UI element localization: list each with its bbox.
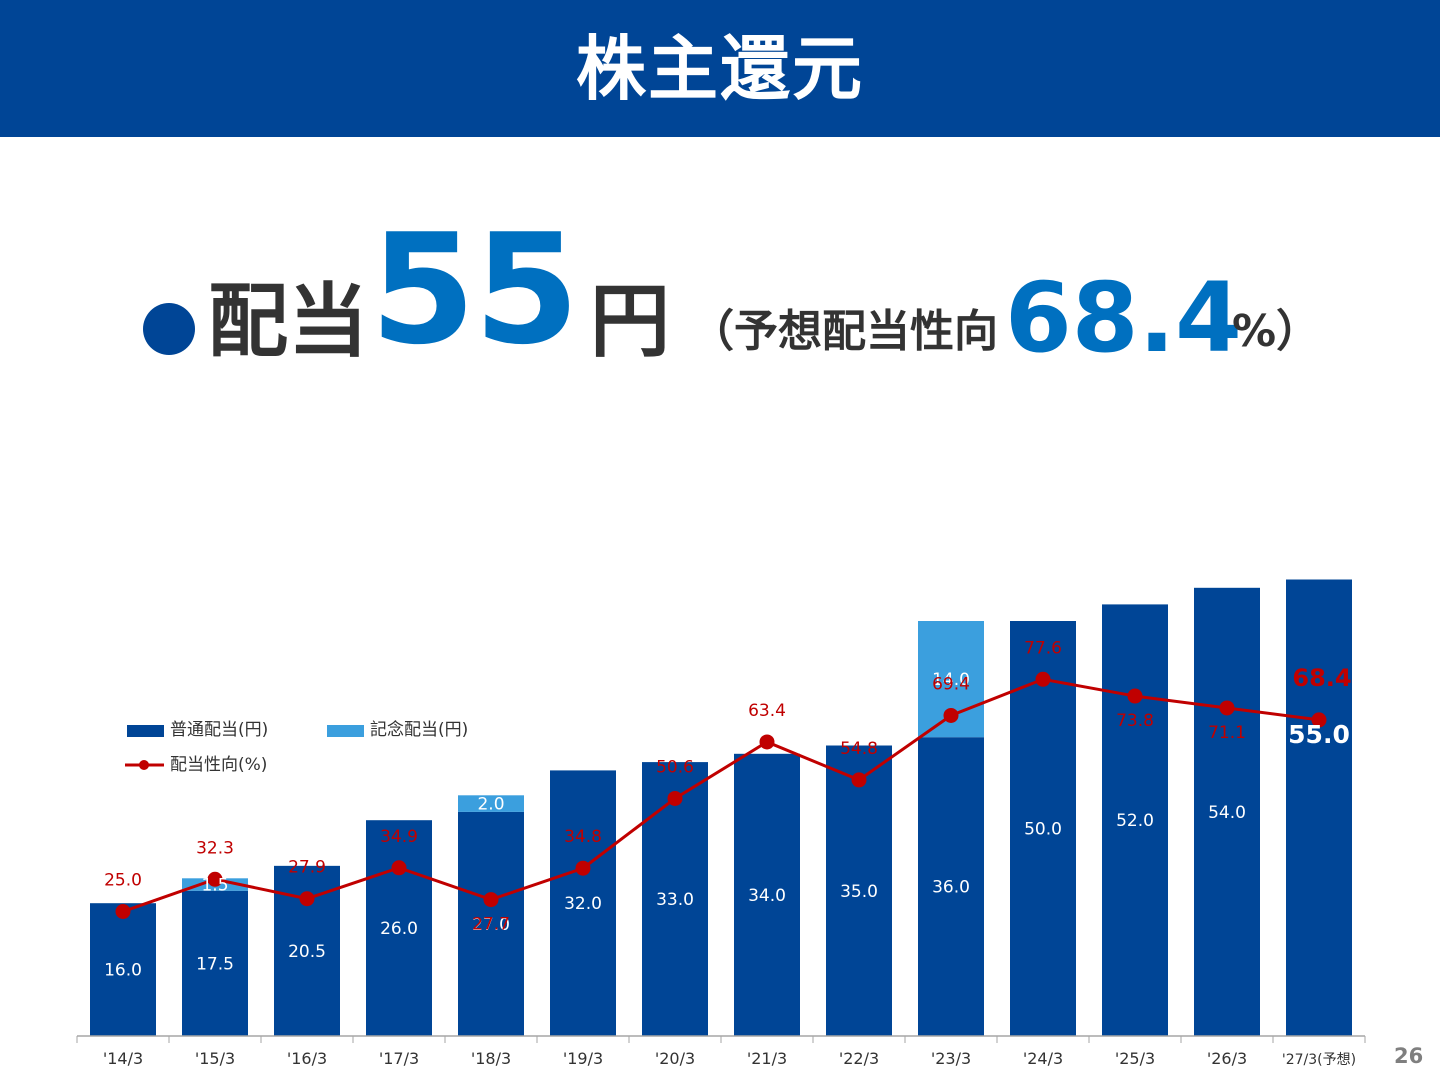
payout-suffix: %） (1232, 306, 1321, 357)
ordinary-value-label: 36.0 (932, 878, 970, 898)
ordinary-value-label: 33.0 (656, 890, 694, 910)
ordinary-dividend-bar (182, 890, 248, 1036)
payout-ratio-label: 50.6 (656, 757, 694, 777)
payout-prefix: （予想配当性向 (690, 306, 998, 357)
data-label-layer: 16.0 1.5 17.5 20.5 26.0 2.0 27.0 32.0 33.0 34.0 35… (104, 638, 1352, 980)
x-tick-label: '19/3 (563, 1049, 603, 1068)
ordinary-value-label: 55.0 (1288, 720, 1350, 749)
ordinary-value-label: 52.0 (1116, 811, 1154, 831)
payout-ratio-label: 69.4 (932, 674, 970, 694)
x-tick-label: '22/3 (839, 1049, 879, 1068)
x-tick-label: '25/3 (1115, 1049, 1155, 1068)
payout-ratio-label: 25.0 (104, 871, 142, 891)
payout-ratio-label: 27.7 (472, 915, 510, 935)
legend-payout-label: 配当性向(%) (170, 755, 267, 775)
page-title: 株主還元 (576, 27, 864, 110)
payout-ratio-label: 68.4 (1292, 664, 1351, 692)
commemorative-value-label: 2.0 (477, 795, 504, 815)
dividend-unit: 円 (590, 275, 670, 368)
ordinary-value-label: 17.5 (196, 954, 234, 974)
ordinary-dividend-bar (826, 745, 892, 1036)
x-tick-label: '16/3 (287, 1049, 327, 1068)
payout-ratio-point (943, 707, 959, 723)
x-axis: '14/3 '15/3 '16/3 '17/3 '18/3 '19/3 '20/3 '21/3… (76, 1035, 1366, 1068)
x-tick-label: '26/3 (1207, 1049, 1247, 1068)
ordinary-value-label: 34.0 (748, 886, 786, 906)
legend: 普通配当(円) 記念配当(円) 配当性向(%) (125, 719, 468, 775)
payout-ratio-point (1035, 671, 1051, 687)
x-tick-label: '15/3 (195, 1049, 235, 1068)
ordinary-dividend-bar (918, 737, 984, 1036)
payout-ratio-point (667, 790, 683, 806)
ordinary-dividend-bar (366, 820, 432, 1036)
legend-ordinary-label: 普通配当(円) (170, 720, 268, 740)
title-banner: 株主還元 (0, 0, 1440, 137)
x-tick-label: '27/3(予想) (1282, 1052, 1356, 1068)
dividend-value: 55 (370, 201, 580, 378)
x-tick-label: '17/3 (379, 1049, 419, 1068)
commemorative-dividend-bar (458, 795, 524, 812)
payout-ratio-label: 32.3 (196, 838, 234, 858)
payout-ratio-point (851, 772, 867, 788)
payout-ratio-point (391, 860, 407, 876)
payout-ratio-point (575, 860, 591, 876)
ordinary-dividend-bar (1194, 587, 1260, 1036)
ordinary-value-label: 54.0 (1208, 803, 1246, 823)
commemorative-value-label: 14.0 (932, 670, 970, 690)
payout-ratio-point (759, 734, 775, 750)
legend-commemorative-label: 記念配当(円) (370, 719, 468, 740)
payout-ratio-point (1219, 700, 1235, 716)
bar-layer (90, 579, 1352, 1036)
payout-ratio-point (1127, 688, 1143, 704)
bullet-icon (143, 303, 195, 355)
ordinary-dividend-bar (458, 811, 524, 1036)
ordinary-dividend-bar (90, 903, 156, 1036)
payout-ratio-label: 27.9 (288, 858, 326, 878)
payout-ratio-point (483, 892, 499, 908)
ordinary-dividend-bar (1286, 579, 1352, 1036)
legend-commemorative-swatch (327, 725, 364, 737)
payout-ratio-point (115, 904, 131, 919)
ordinary-value-label: 27.0 (472, 915, 510, 935)
payout-ratio-point (207, 871, 223, 887)
payout-ratio-point (299, 891, 315, 907)
ordinary-value-label: 20.5 (288, 942, 326, 962)
payout-ratio-label: 63.4 (748, 701, 786, 721)
payout-value: 68.4 (1005, 262, 1242, 374)
x-tick-label: '21/3 (747, 1049, 787, 1068)
ordinary-value-label: 35.0 (840, 882, 878, 902)
payout-ratio-label: 71.1 (1208, 723, 1246, 743)
payout-ratio-label: 73.8 (1116, 711, 1154, 731)
payout-ratio-label: 77.6 (1024, 638, 1062, 658)
x-tick-label: '24/3 (1023, 1049, 1063, 1068)
payout-ratio-label: 54.8 (840, 739, 878, 759)
legend-payout-marker (139, 760, 149, 770)
commemorative-value-label: 1.5 (201, 876, 228, 896)
x-tick-label: '23/3 (931, 1049, 971, 1068)
dividend-headline: 配当 55 円 （予想配当性向 68.4 %） (0, 200, 1440, 380)
ordinary-dividend-bar (1102, 604, 1168, 1036)
payout-ratio-line (122, 677, 1320, 913)
ordinary-dividend-bar (550, 770, 616, 1036)
ordinary-dividend-bar (1010, 621, 1076, 1036)
payout-ratio-label: 34.8 (564, 827, 602, 847)
x-tick-label: '20/3 (655, 1049, 695, 1068)
x-tick-label: '14/3 (103, 1049, 143, 1068)
payout-line-layer (115, 671, 1327, 919)
ordinary-value-label: 50.0 (1024, 820, 1062, 840)
ordinary-dividend-bar (642, 762, 708, 1036)
dividend-label: 配当 (208, 275, 368, 368)
ordinary-value-label: 26.0 (380, 919, 418, 939)
legend-ordinary-swatch (127, 725, 164, 737)
ordinary-dividend-bar (734, 753, 800, 1036)
payout-ratio-label: 34.9 (380, 827, 418, 847)
ordinary-value-label: 16.0 (104, 961, 142, 981)
page-number: 26 (1394, 1044, 1424, 1068)
payout-ratio-point (1311, 712, 1327, 728)
ordinary-value-label: 32.0 (564, 894, 602, 914)
dividend-chart: '14/3 '15/3 '16/3 '17/3 '18/3 '19/3 '20/3 '21/3… (76, 579, 1366, 1068)
x-tick-label: '18/3 (471, 1049, 511, 1068)
